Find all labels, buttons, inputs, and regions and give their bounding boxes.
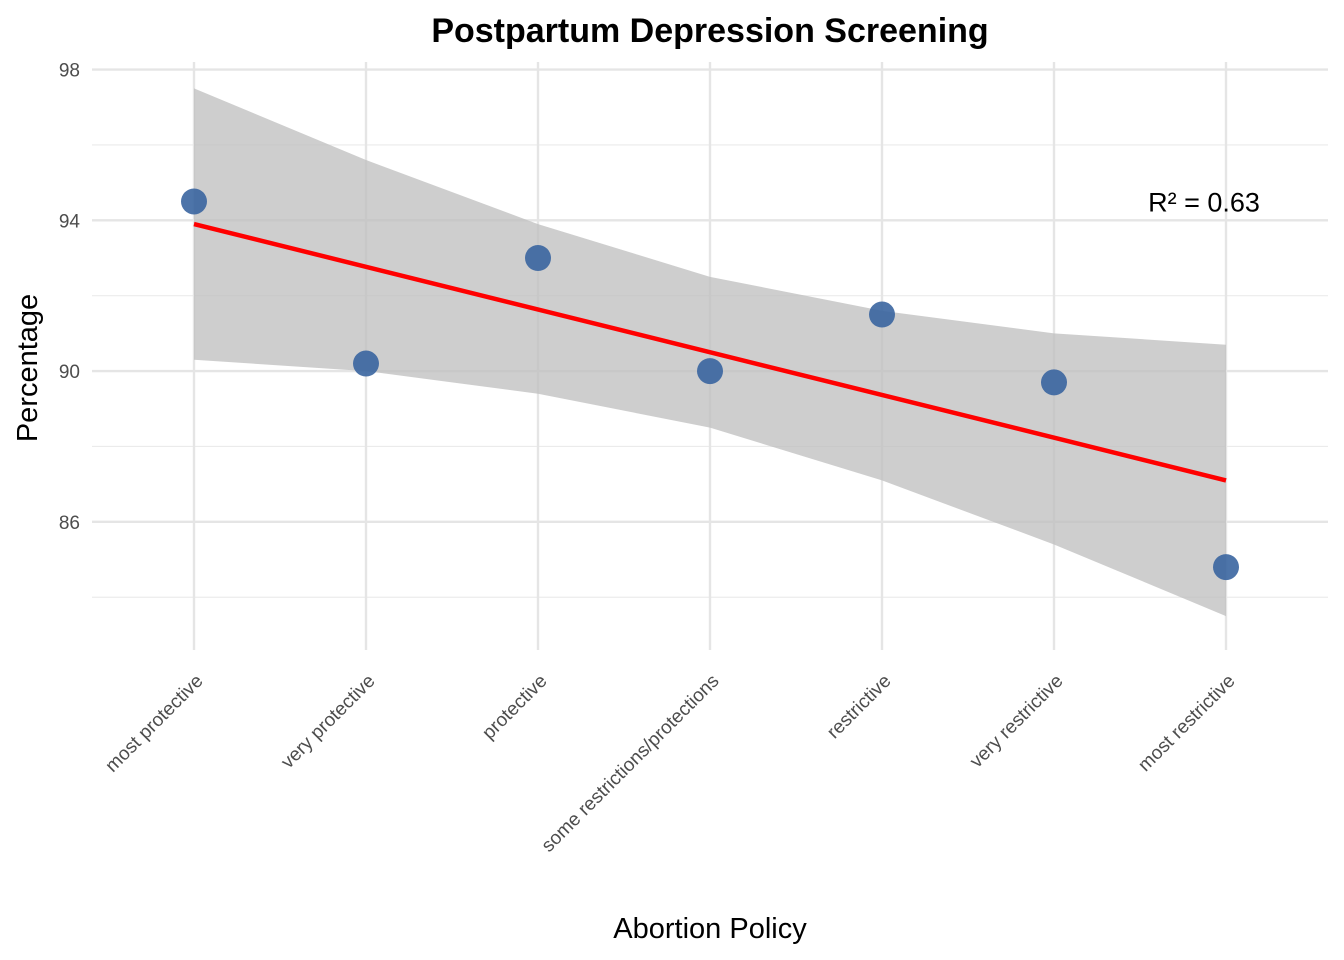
data-point xyxy=(181,188,207,215)
data-point xyxy=(1213,554,1239,581)
x-axis-ticks: most protective very protective protective… xyxy=(102,671,1240,857)
y-axis-title: Percentage xyxy=(12,294,44,442)
y-tick-label: 86 xyxy=(59,513,80,534)
y-axis-ticks: 86 90 94 98 xyxy=(59,61,81,534)
y-tick-label: 98 xyxy=(59,61,80,82)
trend-line-layer xyxy=(193,221,1227,483)
x-tick-label: very protective xyxy=(277,671,379,773)
x-tick-label: most protective xyxy=(102,671,208,777)
trend-line xyxy=(193,221,1227,483)
x-tick-label: protective xyxy=(478,671,551,744)
chart-title: Postpartum Depression Screening xyxy=(431,12,988,50)
x-tick-label: most restrictive xyxy=(1134,671,1239,776)
x-tick-label: restrictive xyxy=(823,671,895,743)
y-tick-label: 90 xyxy=(59,362,80,383)
x-axis-title: Abortion Policy xyxy=(613,913,807,945)
x-tick-label: very restrictive xyxy=(966,671,1067,772)
y-tick-label: 94 xyxy=(59,211,81,232)
data-points xyxy=(181,188,1239,581)
data-point xyxy=(869,301,895,328)
data-point xyxy=(1041,369,1067,396)
r-squared-annotation: R² = 0.63 xyxy=(1148,187,1260,217)
data-point xyxy=(697,358,723,385)
data-point xyxy=(353,350,379,377)
data-point xyxy=(525,245,551,271)
x-tick-label: some restrictions/protections xyxy=(538,671,724,857)
